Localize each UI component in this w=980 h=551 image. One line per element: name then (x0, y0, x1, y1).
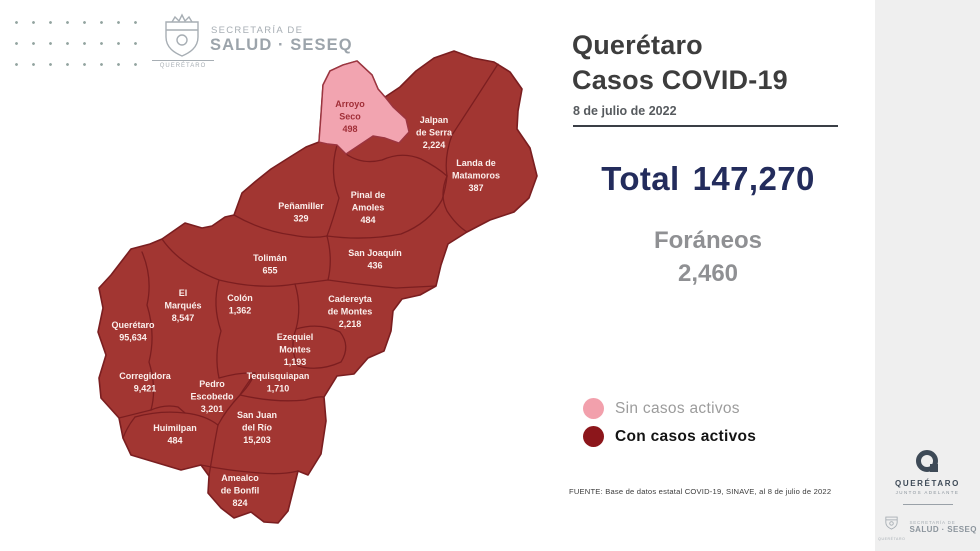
foraneos-value: 2,460 (677, 260, 739, 287)
map-state-shape (97, 50, 538, 524)
municipality-label-pinal-de-amoles: Pinal de Amoles 484 (351, 190, 386, 225)
total-label: Total (601, 160, 680, 197)
total-cases: Total 147,270 (575, 160, 841, 198)
municipality-label-san-juan-del-rio: San Juan del Río 15,203 (237, 410, 277, 445)
footer-brand-salud-seseq: SALUD · SESEQ (909, 525, 977, 534)
municipality-label-amealco-de-bonfil: Amealco de Bonfil 824 (221, 473, 260, 508)
legend-item-sin-casos-activos: Sin casos activos (583, 398, 756, 419)
legend-item-con-casos-activos: Con casos activos (583, 426, 756, 447)
municipality-label-tequisquiapan: Tequisquiapan 1,710 (247, 371, 310, 394)
municipality-label-el-marques: El Marqués 8,547 (164, 288, 201, 323)
title-line-cases: Casos COVID-19 (572, 65, 788, 95)
right-band (875, 0, 980, 551)
municipality-label-queretaro: Querétaro 95,634 (111, 320, 155, 343)
map-region-arroyo-seco (318, 60, 410, 155)
municipality-label-ezequiel-montes: Ezequiel Montes 1,193 (277, 332, 314, 367)
footer-logo-subtitle: JUNTOS ADELANTE (895, 490, 960, 495)
queretaro-municipalities-map: Arroyo Seco 498 Jalpan de Serra 2,224 Landa de… (97, 50, 538, 524)
municipality-labels: Arroyo Seco 498 Jalpan de Serra 2,224 Landa de… (111, 99, 500, 508)
municipality-label-huimilpan: Huimilpan 484 (153, 423, 197, 446)
queretaro-q-logo-icon (915, 450, 938, 472)
source-note: FUENTE: Base de datos estatal COVID-19, … (569, 487, 832, 496)
legend: Sin casos activos Con casos activos (583, 398, 756, 454)
municipality-label-pedro-escobedo: Pedro Escobedo 3,201 (190, 379, 234, 414)
foraneos-cases: Foráneos 2,460 (575, 224, 841, 290)
dot-pattern-decoration (8, 12, 142, 68)
report-date: 8 de julio de 2022 (573, 104, 838, 127)
municipality-label-penamiller: Peñamiller 329 (278, 201, 324, 224)
municipality-label-arroyo-seco: Arroyo Seco 498 (335, 99, 365, 134)
municipal-borders (118, 63, 499, 477)
crest-divider (152, 60, 214, 61)
municipality-label-corregidora: Corregidora 9,421 (119, 371, 172, 394)
footer-brand-lockup: QUERÉTARO SECRETARÍA DE SALUD · SESEQ (875, 513, 980, 541)
footer-crest-caption: QUERÉTARO (878, 537, 906, 541)
crest-caption: QUERÉTARO (159, 63, 207, 69)
state-crest-icon (165, 13, 199, 57)
footer-logo: QUERÉTARO JUNTOS ADELANTE QUERÉTARO SECR… (875, 449, 980, 541)
municipality-label-colon: Colón 1,362 (227, 293, 253, 316)
municipality-label-cadereyta-de-montes: Cadereyta de Montes 2,218 (328, 294, 373, 329)
legend-swatch-sin-casos (583, 398, 604, 419)
brand-secretaria-de: SECRETARÍA DE (211, 25, 304, 36)
title-line-state: Querétaro (572, 30, 703, 60)
foraneos-label: Foráneos (653, 227, 763, 254)
legend-swatch-con-casos (583, 426, 604, 447)
brand-salud-seseq: SALUD · SESEQ (210, 36, 353, 54)
municipality-label-san-joaquin: San Joaquín 436 (348, 248, 402, 271)
footer-brand-secretaria-de: SECRETARÍA DE (909, 520, 956, 525)
legend-label-sin-casos: Sin casos activos (615, 399, 740, 417)
municipality-label-toliman: Tolimán 655 (253, 253, 287, 276)
footer-logo-title: QUERÉTARO (895, 479, 960, 488)
footer-crest-icon (885, 516, 898, 530)
municipality-label-landa-de-matamoros: Landa de Matamoros 387 (452, 158, 500, 193)
municipality-label-jalpan-de-serra: Jalpan de Serra 2,224 (416, 115, 453, 150)
footer-logo-divider (902, 504, 953, 505)
legend-label-con-casos: Con casos activos (615, 427, 757, 445)
page-title: Querétaro Casos COVID-19 (572, 28, 788, 98)
total-value: 147,270 (692, 160, 815, 197)
